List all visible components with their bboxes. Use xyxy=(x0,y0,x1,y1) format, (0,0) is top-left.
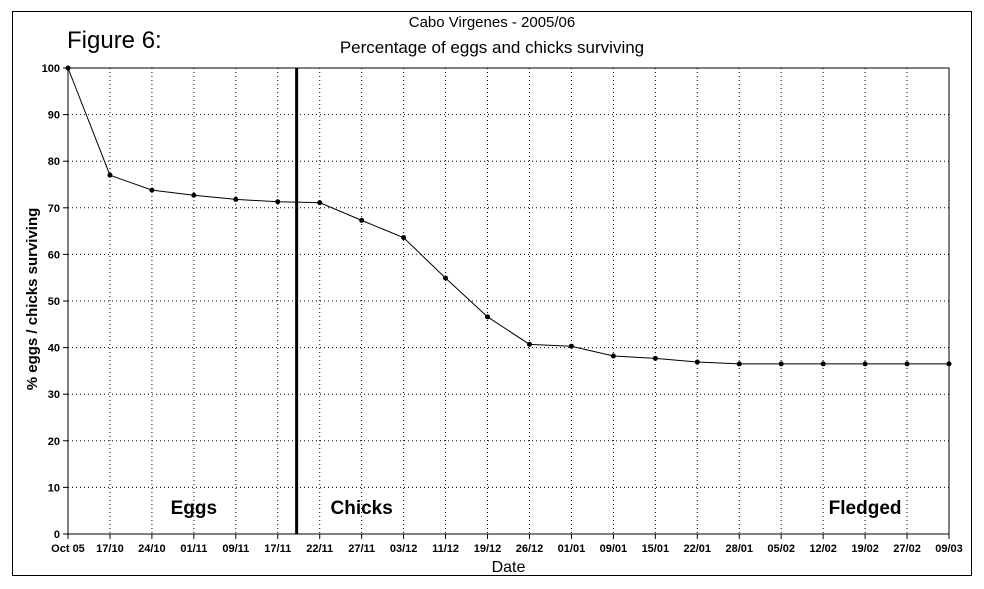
y-tick-label: 100 xyxy=(42,63,60,75)
x-tick-label: 01/01 xyxy=(558,543,586,555)
series-survival xyxy=(65,65,952,367)
data-point xyxy=(443,275,449,281)
x-tick-label: 17/10 xyxy=(96,543,124,555)
x-tick-label: 19/02 xyxy=(851,543,879,555)
y-tick-label: 40 xyxy=(48,343,60,355)
x-axis-title: Date xyxy=(492,559,526,576)
y-tick-label: 90 xyxy=(48,110,60,122)
y-tick-label: 20 xyxy=(48,436,60,448)
chart-frame xyxy=(12,11,972,576)
x-tick-label: 09/03 xyxy=(935,543,963,555)
axes: 0 10 20 30 40 50 60 70 80 90 100 Oct 05 17/10 24/10 01… xyxy=(42,63,963,555)
data-point xyxy=(275,199,281,205)
data-point xyxy=(233,196,239,202)
data-point xyxy=(149,187,155,193)
data-point xyxy=(820,361,826,367)
x-tick-label: 22/11 xyxy=(306,543,333,555)
y-tick-label: 60 xyxy=(48,249,60,261)
x-tick-label: 09/01 xyxy=(600,543,628,555)
data-point xyxy=(904,361,910,367)
x-tick-label: 22/01 xyxy=(684,543,712,555)
x-tick-label: 28/01 xyxy=(725,543,753,555)
region-label-fledged: Fledged xyxy=(829,498,902,519)
x-tick-label: 24/10 xyxy=(138,543,166,555)
x-tick-label: 01/11 xyxy=(180,543,207,555)
x-tick-label: 05/02 xyxy=(767,543,795,555)
x-tick-label: 27/11 xyxy=(348,543,375,555)
data-point xyxy=(65,65,71,71)
region-labels: Eggs Chicks Fledged xyxy=(171,498,902,519)
x-tick-label: 11/12 xyxy=(432,543,459,555)
x-tick-label: Oct 05 xyxy=(51,543,85,555)
x-tick-label: 15/01 xyxy=(642,543,670,555)
figure-label: Figure 6: xyxy=(67,27,162,54)
data-point xyxy=(736,361,742,367)
region-label-chicks: Chicks xyxy=(331,498,393,519)
y-axis-title: % eggs / chicks surviving xyxy=(24,208,41,391)
grid xyxy=(68,67,949,534)
data-point xyxy=(317,200,323,206)
x-tick-label: 12/02 xyxy=(809,543,837,555)
data-point xyxy=(568,343,574,349)
data-point xyxy=(485,314,491,320)
x-tick-label: 09/11 xyxy=(222,543,249,555)
chart-title: Cabo Virgenes - 2005/06 xyxy=(408,14,576,31)
y-tick-label: 80 xyxy=(48,156,60,168)
x-tick-label: 26/12 xyxy=(516,543,544,555)
data-point xyxy=(946,361,952,367)
data-point xyxy=(862,361,868,367)
x-tick-label: 03/12 xyxy=(390,543,418,555)
region-label-eggs: Eggs xyxy=(171,498,217,519)
y-tick-label: 50 xyxy=(48,296,60,308)
y-tick-label: 70 xyxy=(48,203,60,215)
x-tick-label: 19/12 xyxy=(474,543,502,555)
y-tick-label: 10 xyxy=(48,482,60,494)
data-point xyxy=(526,341,532,347)
y-tick-label: 30 xyxy=(48,389,60,401)
data-point xyxy=(694,359,700,365)
x-tick-label: 27/02 xyxy=(893,543,921,555)
series-line xyxy=(67,67,949,365)
data-point xyxy=(107,172,113,178)
chart-subtitle: Percentage of eggs and chicks surviving xyxy=(339,38,645,57)
data-point xyxy=(610,353,616,359)
y-tick-label: 0 xyxy=(54,529,60,541)
data-point xyxy=(652,355,658,361)
x-tick-label: 17/11 xyxy=(264,543,291,555)
data-point xyxy=(401,235,407,241)
data-point xyxy=(191,192,197,198)
data-point xyxy=(359,217,365,223)
data-point xyxy=(778,361,784,367)
